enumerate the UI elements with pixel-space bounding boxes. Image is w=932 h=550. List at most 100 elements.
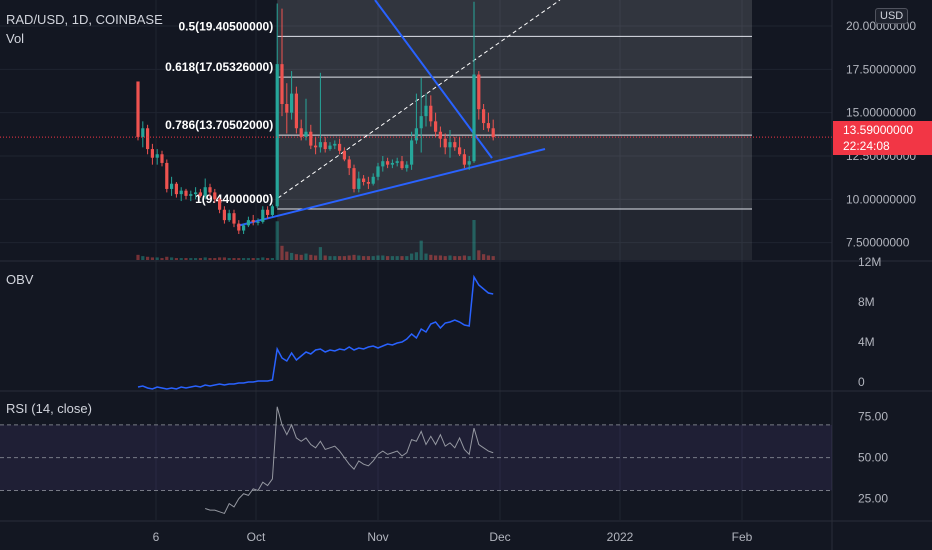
price-axis-label: 15.00000000 bbox=[846, 106, 916, 120]
candle-body bbox=[150, 149, 154, 158]
fibonacci-zone-lower bbox=[277, 209, 752, 260]
candle-body bbox=[338, 143, 342, 151]
volume-bar bbox=[246, 258, 250, 260]
candle-body bbox=[170, 183, 174, 189]
obv-title[interactable]: OBV bbox=[6, 272, 34, 287]
candle-body bbox=[242, 225, 246, 231]
candle-body bbox=[366, 182, 370, 184]
candle-body bbox=[357, 178, 361, 189]
volume-bar bbox=[453, 256, 457, 260]
volume-bar bbox=[333, 256, 337, 260]
volume-bar bbox=[194, 258, 198, 260]
volume-bar bbox=[141, 256, 145, 260]
volume-bar bbox=[366, 256, 370, 260]
fibonacci-label: 0.786(13.70502000) bbox=[165, 118, 273, 132]
obv-axis-label: 4M bbox=[858, 335, 875, 349]
candle-body bbox=[453, 142, 457, 148]
candle-body bbox=[227, 213, 231, 221]
last-price-tag: 13.59000000 22:24:08 bbox=[833, 121, 932, 155]
candle-body bbox=[419, 116, 423, 129]
volume-bar bbox=[371, 256, 375, 260]
volume-bar bbox=[438, 255, 442, 260]
volume-bar bbox=[179, 258, 183, 260]
price-axis-label: 17.50000000 bbox=[846, 62, 916, 76]
volume-bar bbox=[189, 258, 193, 260]
candle-body bbox=[434, 121, 438, 132]
volume-bar bbox=[458, 256, 462, 260]
volume-bar bbox=[266, 258, 270, 260]
volume-bar bbox=[400, 256, 404, 260]
candle-body bbox=[347, 159, 351, 169]
volume-bar bbox=[491, 256, 495, 260]
candle-body bbox=[203, 187, 207, 196]
volume-bar bbox=[294, 254, 298, 260]
volume-bar bbox=[256, 258, 260, 260]
candle-body bbox=[448, 142, 452, 148]
candle-body bbox=[486, 123, 490, 129]
volume-bar bbox=[390, 256, 394, 260]
volume-bar bbox=[299, 254, 303, 260]
candle-body bbox=[208, 187, 212, 193]
volume-bar bbox=[213, 258, 217, 260]
candle-body bbox=[414, 128, 418, 141]
volume-bar bbox=[198, 258, 202, 260]
obv-line bbox=[137, 274, 494, 390]
fibonacci-zone bbox=[277, 0, 752, 210]
volume-bar bbox=[165, 256, 169, 260]
fibonacci-label: 1(9.44000000) bbox=[195, 192, 273, 206]
candle-body bbox=[410, 140, 414, 165]
candle-body bbox=[482, 109, 486, 124]
candle-body bbox=[256, 221, 260, 223]
candle-body bbox=[280, 64, 284, 104]
volume-bar bbox=[160, 258, 164, 260]
volume-bar bbox=[218, 257, 222, 260]
volume-bar bbox=[486, 255, 490, 260]
candle-body bbox=[443, 138, 447, 148]
volume-bar bbox=[227, 258, 231, 260]
time-axis-label: 6 bbox=[153, 530, 160, 544]
rsi-title[interactable]: RSI (14, close) bbox=[6, 401, 92, 416]
candle-body bbox=[405, 164, 409, 169]
volume-bar bbox=[472, 220, 476, 260]
volume-bar bbox=[146, 256, 150, 260]
candle-body bbox=[174, 183, 178, 195]
candle-body bbox=[146, 128, 150, 150]
candle-body bbox=[491, 128, 495, 138]
candle-body bbox=[333, 143, 337, 146]
candle-body bbox=[141, 128, 145, 137]
candle-body bbox=[194, 192, 198, 195]
volume-bar bbox=[237, 258, 241, 260]
volume-bar bbox=[170, 257, 174, 260]
candle-body bbox=[275, 64, 279, 207]
currency-button[interactable]: USD bbox=[875, 8, 909, 24]
support-trendline bbox=[236, 148, 546, 227]
volume-bar bbox=[352, 254, 356, 260]
volume-bar bbox=[208, 258, 212, 260]
candle-body bbox=[266, 209, 270, 215]
volume-bar bbox=[261, 257, 265, 260]
candle-body bbox=[352, 168, 356, 189]
time-axis-label: Nov bbox=[367, 530, 388, 544]
candle-body bbox=[160, 154, 164, 163]
volume-bar bbox=[242, 258, 246, 260]
candle-body bbox=[318, 142, 322, 148]
candle-body bbox=[376, 166, 380, 177]
volume-bar bbox=[342, 256, 346, 260]
volume-bar bbox=[275, 221, 279, 260]
volume-bar bbox=[462, 255, 466, 260]
volume-bar bbox=[414, 252, 418, 260]
candle-body bbox=[362, 178, 366, 182]
candle-body bbox=[290, 93, 294, 113]
candle-body bbox=[218, 199, 222, 210]
symbol-title[interactable]: RAD/USD, 1D, COINBASE bbox=[6, 12, 163, 27]
volume-label[interactable]: Vol bbox=[6, 31, 25, 46]
volume-bar bbox=[405, 256, 409, 260]
candle-body bbox=[395, 161, 399, 163]
candle-body bbox=[294, 93, 298, 129]
last-price-value: 13.59000000 bbox=[843, 123, 914, 137]
volume-bar bbox=[155, 257, 159, 260]
volume-bar bbox=[357, 255, 361, 260]
volume-bar bbox=[395, 256, 399, 260]
time-axis-label: Oct bbox=[247, 530, 266, 544]
